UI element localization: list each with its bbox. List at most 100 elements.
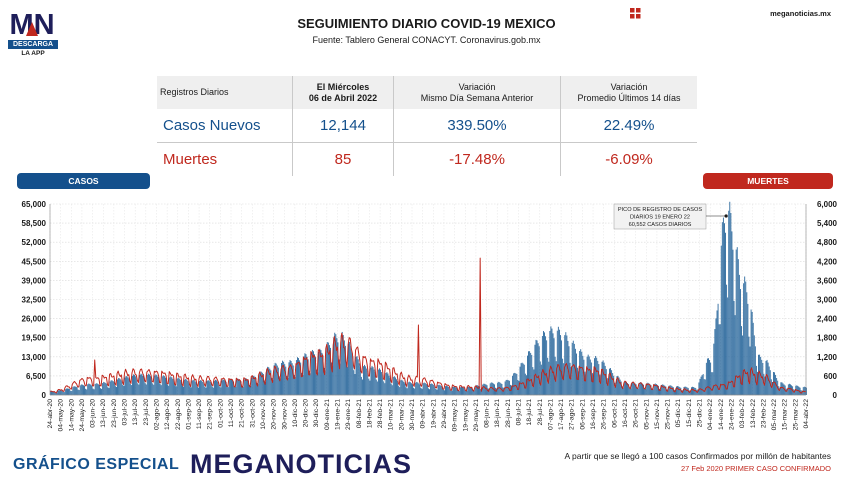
- casos-bar: [616, 376, 618, 395]
- casos-bar: [167, 384, 169, 395]
- casos-bar: [169, 377, 171, 395]
- casos-bar: [162, 375, 164, 395]
- casos-bar: [254, 376, 256, 395]
- casos-bar: [786, 389, 788, 395]
- casos-bar: [421, 388, 423, 395]
- casos-bar: [126, 376, 128, 395]
- casos-bar: [292, 365, 294, 395]
- casos-bar: [124, 377, 126, 395]
- casos-bar: [753, 335, 755, 395]
- row-var-avg: -6.09%: [605, 151, 653, 168]
- casos-bar: [276, 365, 278, 395]
- casos-bar: [309, 373, 311, 395]
- casos-bar: [708, 358, 709, 395]
- casos-bar: [688, 390, 690, 395]
- muertes-line: [49, 257, 807, 394]
- casos-bar: [669, 385, 671, 395]
- casos-bar: [424, 383, 426, 395]
- casos-bar: [377, 369, 379, 395]
- casos-bar: [109, 381, 111, 395]
- casos-bar: [80, 384, 82, 395]
- casos-bar: [311, 349, 313, 395]
- casos-bar: [803, 386, 805, 395]
- casos-bar: [127, 377, 129, 395]
- casos-bar: [521, 362, 523, 395]
- x-tick-label: 11-sep-20: [196, 399, 203, 429]
- row-var-week: -17.48%: [393, 142, 561, 176]
- casos-bar: [544, 332, 545, 395]
- casos-bar: [681, 390, 683, 395]
- x-tick-label: 04-ene-22: [707, 399, 714, 430]
- casos-bar: [231, 379, 232, 395]
- casos-bars: [50, 201, 807, 395]
- casos-bar: [70, 390, 72, 395]
- casos-bar: [466, 390, 468, 395]
- row-value: 85: [292, 142, 394, 176]
- x-tick-label: 23-jun-20: [111, 399, 118, 428]
- casos-bar: [376, 381, 378, 395]
- casos-bar: [438, 384, 440, 395]
- casos-bar: [487, 388, 489, 395]
- casos-bar: [410, 383, 412, 395]
- casos-bar: [278, 376, 280, 395]
- casos-bar: [79, 385, 81, 395]
- casos-bar: [372, 367, 374, 395]
- casos-bar: [580, 349, 582, 395]
- casos-bar: [118, 378, 120, 395]
- casos-bar: [107, 387, 109, 395]
- casos-bar: [781, 382, 783, 395]
- header-var-week: Variación Mismo Día Semana Anterior: [393, 76, 561, 109]
- casos-bar: [448, 386, 450, 395]
- casos-bar: [635, 384, 637, 395]
- casos-bar: [652, 389, 654, 395]
- casos-bar: [257, 384, 259, 395]
- x-tick-label: 03-jul-20: [122, 399, 129, 426]
- logo-label[interactable]: DESCARGA: [8, 40, 58, 49]
- casos-bar: [271, 378, 273, 395]
- casos-bar: [174, 385, 176, 395]
- casos-bar: [459, 387, 461, 395]
- x-tick-label: 21-sep-20: [207, 399, 214, 430]
- x-tick-label: 25-nov-21: [665, 399, 672, 430]
- x-tick-label: 28-jun-21: [505, 399, 512, 428]
- casos-bar: [614, 382, 616, 395]
- casos-bar: [485, 384, 487, 395]
- casos-bar: [387, 373, 389, 395]
- casos-bar: [87, 384, 89, 395]
- casos-bar: [685, 386, 687, 395]
- casos-bar: [612, 373, 614, 395]
- x-tick-label: 17-ago-21: [558, 399, 565, 430]
- casos-bar: [383, 381, 385, 395]
- casos-bar: [465, 390, 467, 395]
- casos-bar: [642, 383, 643, 395]
- casos-bar: [287, 377, 289, 395]
- annotation-text: 60,552 CASOS DIARIOS: [629, 222, 692, 228]
- casos-bar: [120, 379, 122, 395]
- casos-bar: [114, 386, 116, 395]
- casos-bar: [698, 382, 700, 395]
- site-url[interactable]: meganoticias.mx: [770, 9, 831, 18]
- casos-bar: [577, 367, 578, 395]
- casos-bar: [640, 382, 642, 395]
- casos-bar: [782, 383, 784, 395]
- casos-bar: [225, 381, 227, 395]
- casos-bar: [217, 381, 219, 395]
- footer-label: GRÁFICO ESPECIAL: [13, 456, 180, 473]
- casos-bar: [400, 380, 402, 395]
- casos-bar: [110, 380, 112, 395]
- casos-bar: [420, 387, 422, 395]
- casos-bar: [714, 329, 716, 395]
- casos-bar: [653, 384, 655, 395]
- casos-bar: [336, 338, 338, 395]
- casos-bar: [182, 385, 183, 395]
- casos-bar: [334, 332, 336, 395]
- casos-bar: [689, 390, 691, 395]
- x-tick-label: 30-mar-21: [409, 399, 416, 431]
- casos-bar: [166, 379, 167, 395]
- casos-bar: [771, 382, 773, 395]
- x-tick-label: 19-ene-21: [334, 399, 341, 430]
- footer-brand: MEGANOTICIAS: [190, 449, 413, 479]
- casos-bar: [359, 367, 361, 395]
- casos-bar: [396, 379, 397, 395]
- casos-bar: [321, 352, 323, 395]
